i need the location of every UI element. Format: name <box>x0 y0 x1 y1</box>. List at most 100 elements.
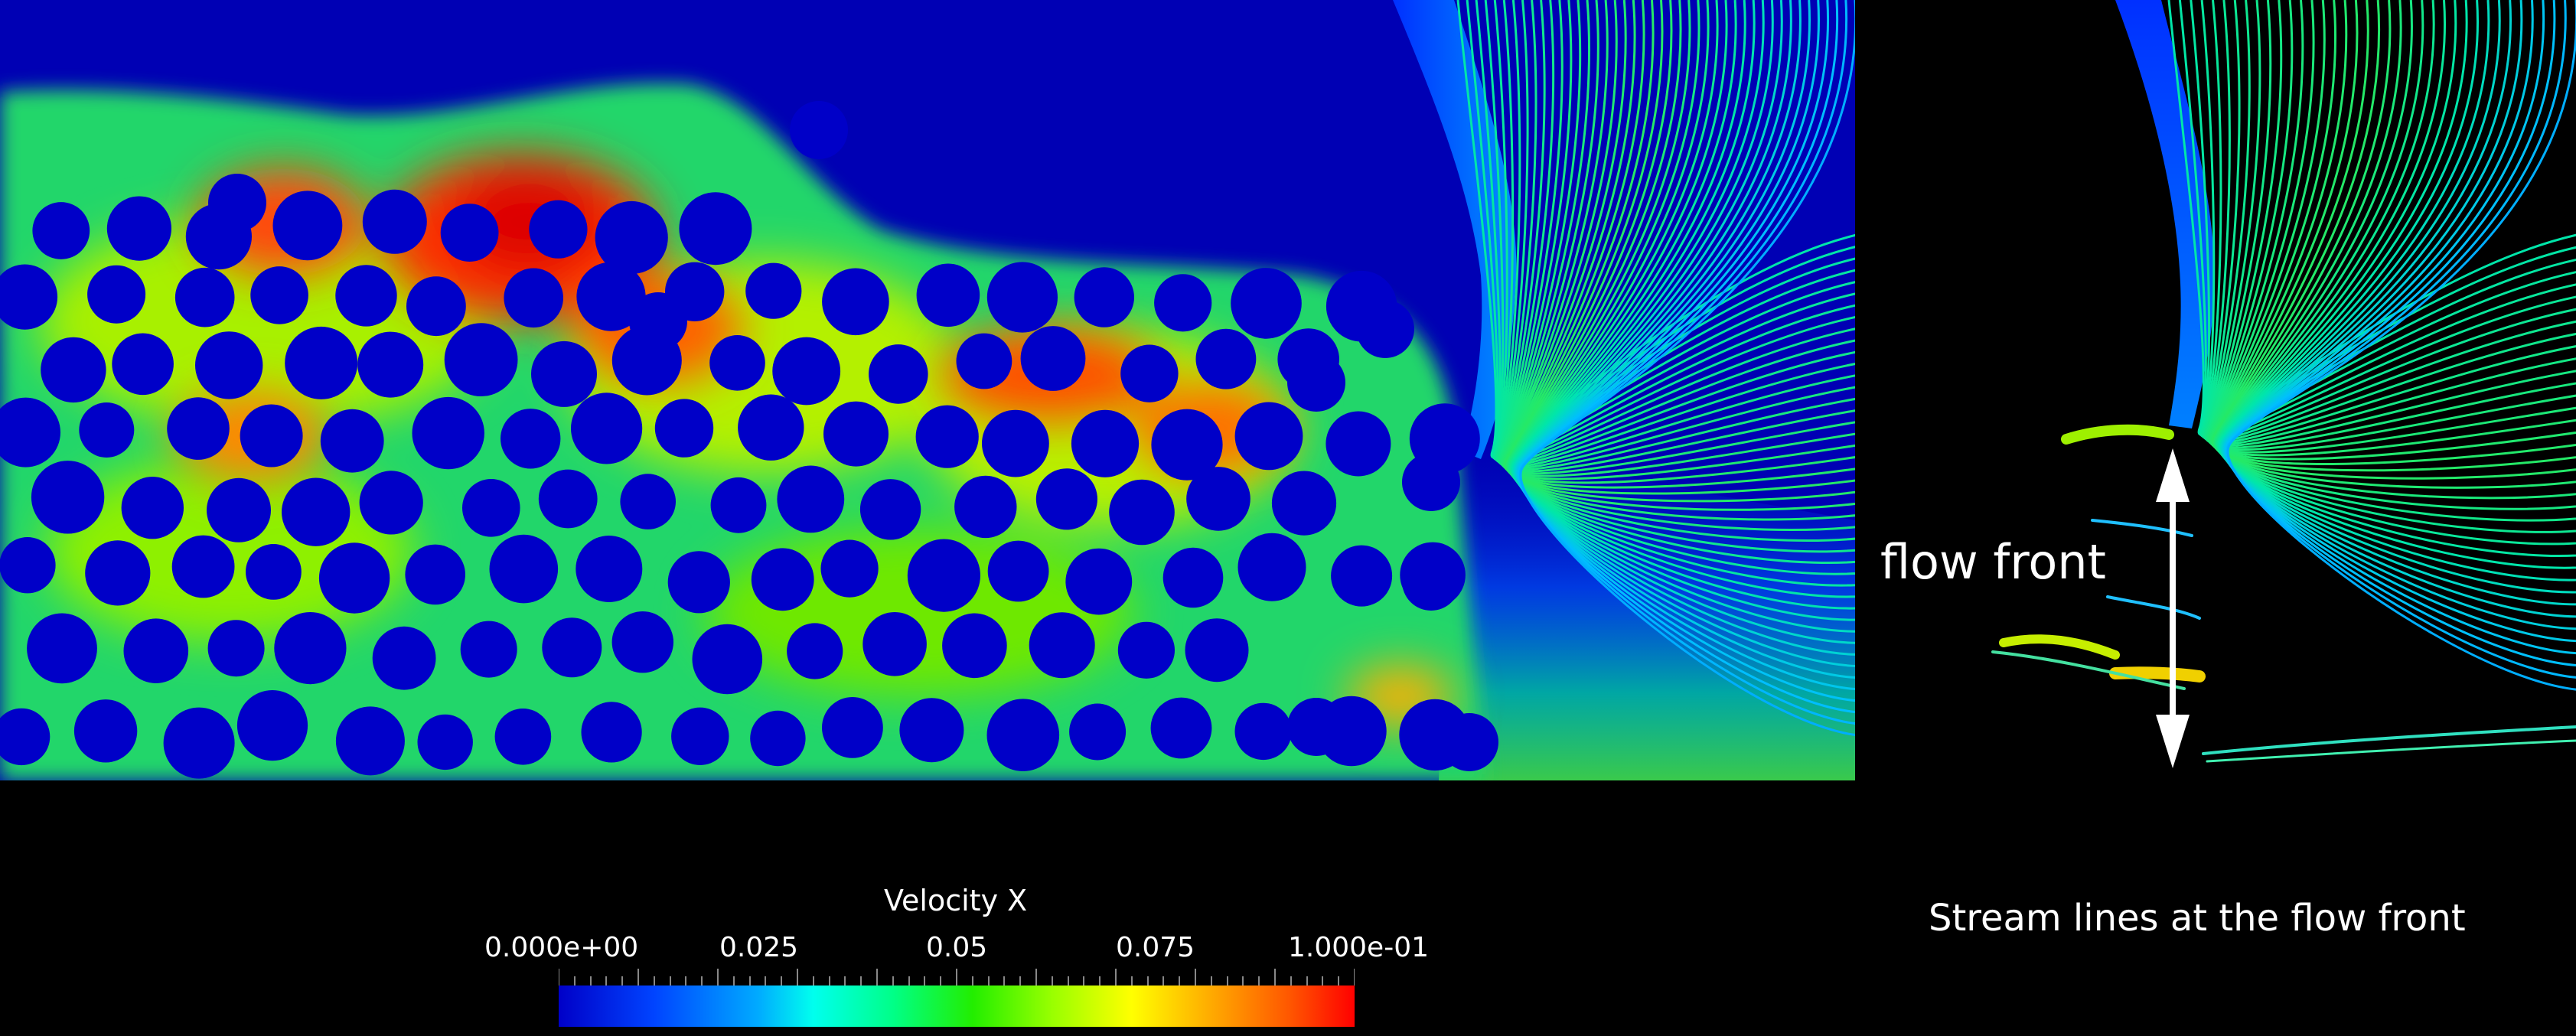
fiber <box>576 536 643 602</box>
main-streamlines <box>1456 0 1855 736</box>
fiber <box>208 174 266 232</box>
fiber <box>1402 552 1460 611</box>
fiber <box>986 699 1060 771</box>
streamline <box>2226 0 2576 691</box>
fiber <box>282 477 351 546</box>
fiber <box>595 200 668 275</box>
fiber <box>444 323 518 396</box>
fiber <box>869 344 928 404</box>
colorbar-title: Velocity X <box>884 884 1028 917</box>
arrow-up-icon <box>2156 448 2190 502</box>
fiber <box>494 709 552 765</box>
fiber <box>531 340 597 407</box>
fiber <box>1069 703 1127 761</box>
fiber <box>777 465 845 533</box>
fiber <box>1402 453 1460 511</box>
fiber <box>1151 409 1223 481</box>
fiber <box>987 540 1049 602</box>
fiber <box>654 399 714 458</box>
fiber <box>362 189 427 254</box>
fiber <box>0 264 58 330</box>
fiber <box>440 204 499 262</box>
fiber <box>1234 402 1303 471</box>
fiber <box>123 618 189 683</box>
colorbar-tick-label: 0.000e+00 <box>484 932 639 963</box>
fiber <box>240 404 303 468</box>
fiber <box>620 474 676 529</box>
arrow-down-icon <box>2156 715 2190 768</box>
fiber <box>679 192 752 266</box>
fiber <box>750 710 806 767</box>
fiber <box>163 707 235 779</box>
fiber <box>85 540 151 606</box>
fiber <box>1071 409 1140 477</box>
fiber <box>1150 697 1212 759</box>
fiber <box>790 101 848 159</box>
fiber <box>1109 479 1175 546</box>
colorbar-tick-label: 1.000e-01 <box>1288 932 1430 963</box>
colorbar <box>559 986 1355 1027</box>
fiber <box>571 393 643 464</box>
fiber <box>250 266 308 324</box>
fiber <box>406 276 466 337</box>
fiber <box>738 394 804 461</box>
fiber <box>542 617 602 678</box>
fiber <box>167 397 230 460</box>
fiber <box>0 537 56 594</box>
fiber <box>31 461 105 534</box>
fiber <box>1237 533 1306 601</box>
fiber <box>195 331 263 399</box>
fiber <box>318 542 390 614</box>
fiber <box>357 331 424 398</box>
fiber <box>1440 713 1498 771</box>
fiber <box>772 337 841 406</box>
fiber-cross-sections <box>0 101 1498 779</box>
velocity-field-svg <box>0 0 1855 780</box>
fiber <box>1331 545 1393 607</box>
fiber <box>692 624 763 695</box>
fiber <box>942 613 1007 679</box>
fiber <box>359 471 423 535</box>
colorbar-tick-label: 0.05 <box>926 932 988 963</box>
fiber <box>1117 621 1175 679</box>
fiber <box>538 469 598 529</box>
fiber <box>504 268 563 328</box>
fiber <box>907 539 980 612</box>
fiber <box>1195 328 1257 389</box>
fiber <box>576 262 646 331</box>
side-streamlines <box>2167 0 2576 691</box>
velocity-field-plot <box>0 0 1855 780</box>
fiber <box>1035 468 1097 530</box>
fiber <box>1234 702 1292 761</box>
fiber <box>667 551 730 614</box>
fiber <box>822 268 889 336</box>
colorbar-tick-label: 0.025 <box>719 932 799 963</box>
fiber <box>954 475 1017 539</box>
side-stream-fragments <box>1991 424 2576 763</box>
fiber <box>709 335 765 391</box>
fiber <box>272 191 343 261</box>
fiber <box>87 265 146 324</box>
fiber <box>1271 471 1337 536</box>
side-flow-front-band <box>2115 0 2215 428</box>
streamline-detail-svg <box>1991 0 2576 768</box>
colorbar-ticks <box>559 969 1355 986</box>
fiber <box>1287 353 1345 412</box>
fiber <box>285 326 358 399</box>
fiber <box>915 405 979 468</box>
fiber <box>32 202 90 259</box>
fiber <box>1325 411 1391 477</box>
fiber <box>1020 326 1086 391</box>
fiber <box>462 479 520 537</box>
fiber <box>862 612 927 676</box>
fiber <box>1287 698 1345 756</box>
fiber <box>106 196 171 261</box>
fiber <box>79 402 135 458</box>
fiber <box>787 623 843 679</box>
fiber <box>41 337 106 403</box>
fiber <box>27 613 97 684</box>
fiber <box>1154 274 1212 332</box>
fiber <box>417 714 473 770</box>
fiber <box>0 397 60 468</box>
fiber <box>611 611 673 673</box>
